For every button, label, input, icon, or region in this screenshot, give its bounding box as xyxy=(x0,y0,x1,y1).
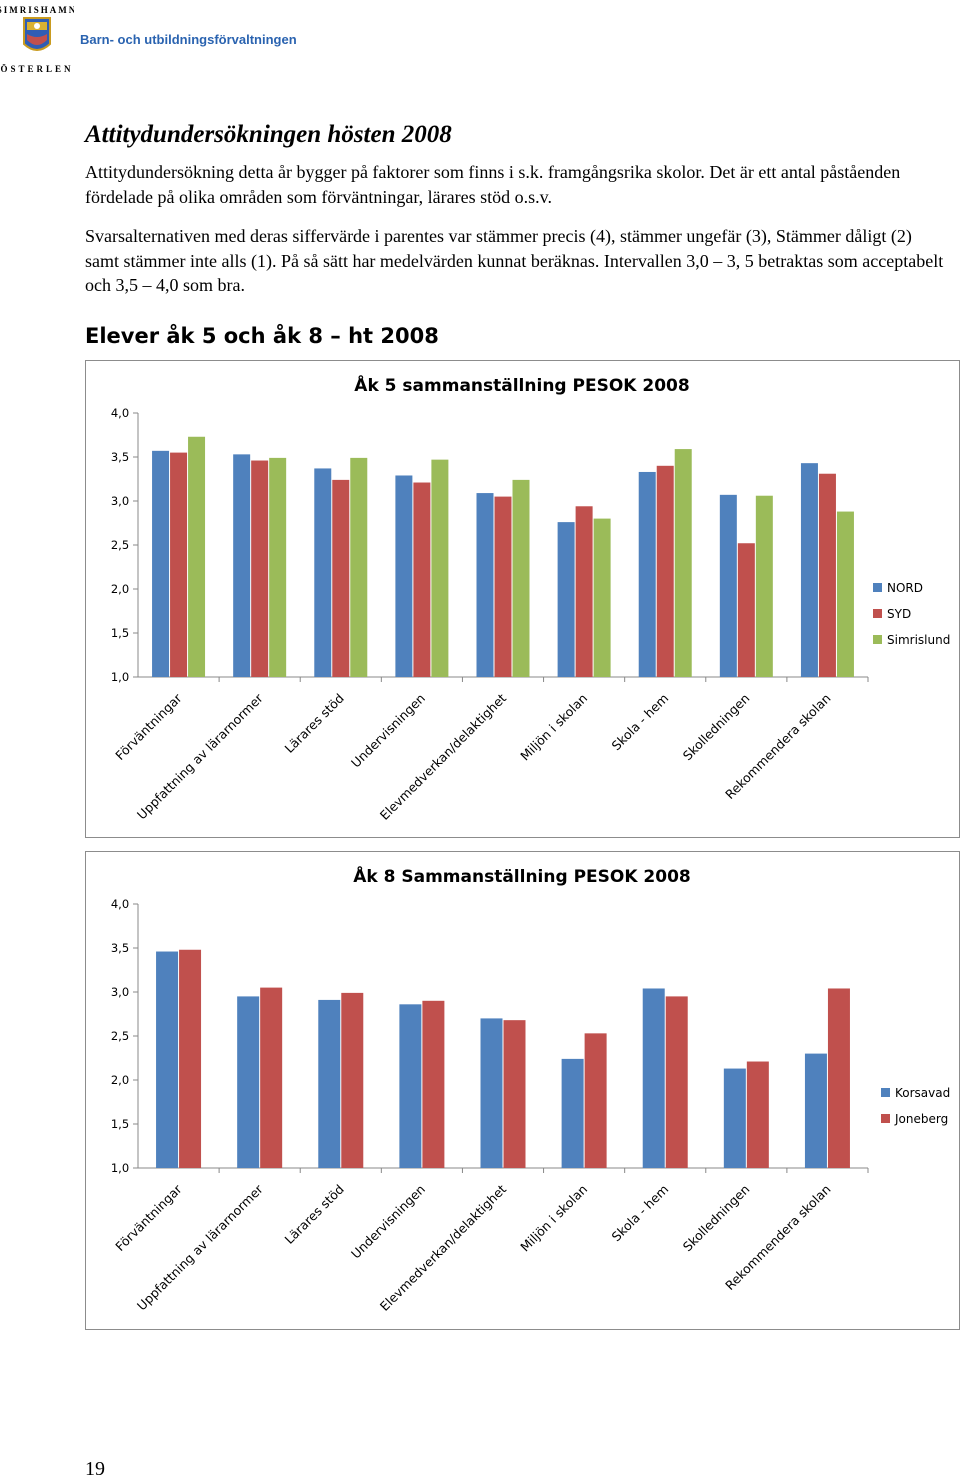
bar-nord xyxy=(800,463,818,677)
category-label: Förväntningar xyxy=(112,1181,185,1254)
svg-text:SIMRISHAMN: SIMRISHAMN xyxy=(0,5,74,15)
bar-simrislund xyxy=(431,459,449,677)
chart-ak8: Åk 8 Sammanställning PESOK 2008 4,0 3,5 3,0… xyxy=(85,851,960,1330)
intro-paragraph: Attitydundersökning detta år bygger på f… xyxy=(85,162,901,207)
bar-korsavad xyxy=(642,988,665,1168)
bar-simrislund xyxy=(755,495,773,677)
legend-swatch xyxy=(873,635,882,644)
y-tick-label: 2,0 xyxy=(111,1073,129,1087)
bar-simrislund xyxy=(674,449,692,677)
bar-simrislund xyxy=(512,479,530,677)
bar-syd xyxy=(251,460,269,677)
category-label: Undervisningen xyxy=(348,1182,428,1262)
page-title: Attitydundersökningen hösten 2008 xyxy=(85,121,452,148)
bar-nord xyxy=(233,454,251,677)
y-tick-label: 1,5 xyxy=(111,626,129,640)
bar-korsavad xyxy=(399,1004,422,1168)
svg-text:ÖSTERLEN: ÖSTERLEN xyxy=(0,64,73,74)
bar-nord xyxy=(314,468,332,677)
page-header: SIMRISHAMN ÖSTERLEN Barn- och utbildning… xyxy=(0,0,960,90)
bar-joneberg xyxy=(746,1061,769,1168)
chart-title: Åk 8 Sammanställning PESOK 2008 xyxy=(353,864,691,887)
bar-korsavad xyxy=(318,999,341,1168)
legend-swatch xyxy=(873,583,882,592)
category-label: Skolledningen xyxy=(680,691,753,764)
bar-korsavad xyxy=(723,1068,746,1168)
bar-joneberg xyxy=(260,987,283,1168)
category-label: Skola - hem xyxy=(609,691,672,754)
y-tick-label: 2,5 xyxy=(111,538,129,552)
legend-label: Joneberg xyxy=(894,1112,948,1126)
bar-korsavad xyxy=(804,1053,827,1168)
bar-joneberg xyxy=(665,996,688,1168)
category-label: Lärares stöd xyxy=(282,691,347,756)
bar-joneberg xyxy=(503,1020,526,1168)
category-label: Förväntningar xyxy=(112,690,185,763)
category-label: Lärares stöd xyxy=(282,1182,347,1247)
bar-nord xyxy=(557,522,575,677)
category-label: Undervisningen xyxy=(348,691,428,771)
bar-simrislund xyxy=(593,518,611,677)
bar-joneberg xyxy=(827,988,850,1168)
category-label: Skolledningen xyxy=(680,1182,753,1255)
bar-syd xyxy=(818,473,836,677)
bar-simrislund xyxy=(350,457,368,677)
category-label: Miljön i skolan xyxy=(517,1182,590,1255)
bar-joneberg xyxy=(584,1033,607,1168)
bar-simrislund xyxy=(188,436,206,677)
y-tick-label: 3,0 xyxy=(111,494,129,508)
bar-syd xyxy=(494,496,512,677)
bar-syd xyxy=(332,479,350,677)
legend-swatch xyxy=(873,609,882,618)
y-tick-label: 3,5 xyxy=(111,450,129,464)
category-label: Skola - hem xyxy=(609,1182,672,1245)
legend-label: Korsavad xyxy=(895,1086,950,1100)
y-tick-label: 2,5 xyxy=(111,1029,129,1043)
bar-simrislund xyxy=(269,457,287,677)
bar-joneberg xyxy=(422,1000,445,1168)
chart-title: Åk 5 sammanställning PESOK 2008 xyxy=(354,373,689,396)
y-tick-label: 1,0 xyxy=(111,1161,129,1175)
municipality-logo: SIMRISHAMN ÖSTERLEN xyxy=(0,5,74,74)
bar-korsavad xyxy=(237,996,260,1168)
bar-joneberg xyxy=(341,992,364,1168)
y-tick-label: 3,0 xyxy=(111,985,129,999)
legend-label: SYD xyxy=(887,607,911,621)
page-number: 19 xyxy=(85,1458,105,1480)
bar-syd xyxy=(413,482,431,677)
bar-simrislund xyxy=(836,511,854,677)
bar-korsavad xyxy=(561,1058,584,1168)
chart-ak8-svg: Åk 8 Sammanställning PESOK 2008 4,0 3,5 3,0… xyxy=(111,864,950,1314)
bar-nord xyxy=(395,475,413,677)
y-tick-label: 2,0 xyxy=(111,582,129,596)
bar-syd xyxy=(737,543,755,677)
y-tick-label: 1,5 xyxy=(111,1117,129,1131)
y-tick-label: 3,5 xyxy=(111,941,129,955)
bar-syd xyxy=(575,506,593,677)
bar-korsavad xyxy=(480,1018,503,1168)
legend-label: Simrislund xyxy=(887,633,950,647)
bar-syd xyxy=(170,452,188,677)
department-name: Barn- och utbildningsförvaltningen xyxy=(80,32,297,47)
bar-nord xyxy=(638,471,656,677)
legend-swatch xyxy=(881,1114,890,1123)
bar-nord xyxy=(152,450,170,677)
scale-paragraph: Svarsalternativen med deras siffervärde … xyxy=(85,226,944,295)
legend-swatch xyxy=(881,1088,890,1097)
y-tick-label: 4,0 xyxy=(111,406,129,420)
chart-ak5-svg: Åk 5 sammanställning PESOK 2008 4,0 3,5 3,0… xyxy=(111,373,950,823)
y-tick-label: 1,0 xyxy=(111,670,129,684)
bar-nord xyxy=(476,493,494,677)
y-tick-label: 4,0 xyxy=(111,897,129,911)
bar-syd xyxy=(656,465,674,677)
legend-label: NORD xyxy=(887,581,923,595)
section-heading: Elever åk 5 och åk 8 – ht 2008 xyxy=(85,324,439,348)
bar-korsavad xyxy=(156,951,179,1168)
bar-joneberg xyxy=(179,949,202,1168)
bar-nord xyxy=(719,494,737,677)
category-label: Miljön i skolan xyxy=(517,691,590,764)
chart-ak5: Åk 5 sammanställning PESOK 2008 4,0 3,5 3,0… xyxy=(85,360,960,838)
